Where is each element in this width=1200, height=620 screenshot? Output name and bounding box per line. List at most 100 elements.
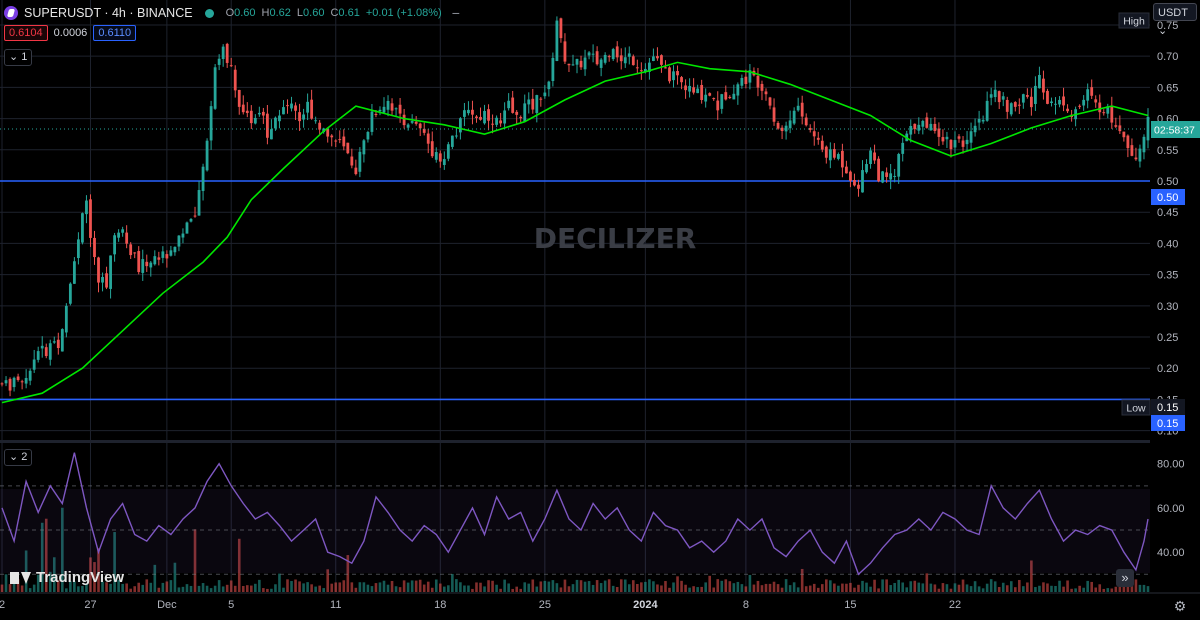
candle-body [48, 343, 52, 360]
volume-bar [447, 585, 450, 592]
pane2-collapse-badge[interactable]: ⌄ 2 [4, 449, 33, 466]
candle-body [623, 57, 627, 64]
candle-body [816, 137, 820, 140]
volume-bar [664, 581, 667, 592]
volume-bar [829, 580, 832, 592]
candle-body [981, 119, 985, 122]
time-tick-label: 15 [844, 599, 856, 611]
candle-body [24, 377, 28, 384]
volume-bar [837, 585, 840, 592]
volume-bar [680, 580, 683, 592]
candle-body [997, 91, 1001, 103]
volume-bar [499, 588, 502, 592]
candle-body [177, 235, 181, 247]
candle-body [225, 43, 229, 63]
candle-body [643, 68, 647, 72]
time-tick-label: 11 [330, 599, 341, 611]
candle-body [1046, 90, 1049, 104]
symbol-title[interactable]: SUPERUSDT · 4h · BINANCE [24, 6, 193, 20]
volume-bar [402, 580, 406, 592]
candle-body [406, 124, 410, 128]
candle-body [619, 55, 623, 62]
sell-price-button[interactable]: 0.6104 [4, 25, 48, 41]
candle-body [635, 67, 639, 69]
volume-bar [865, 582, 868, 592]
pane1-collapse-badge[interactable]: ⌄ 1 [4, 49, 33, 66]
volume-bar [1022, 586, 1025, 592]
price-tick-label: 0.70 [1157, 51, 1178, 63]
volume-bar [137, 582, 141, 592]
candle-body [105, 273, 108, 288]
volume-bar [579, 580, 583, 592]
volume-bar [627, 584, 631, 592]
candle-body [1005, 99, 1009, 112]
candle-body [1042, 78, 1045, 93]
candle-body [1066, 108, 1069, 112]
volume-bar [330, 583, 334, 592]
pane-separator [0, 440, 1150, 443]
volume-bar [237, 538, 241, 592]
candle-body [965, 139, 969, 145]
time-axis[interactable]: 2 27 Dec 5 11 18 25 2024 8 15 22 [0, 592, 1200, 611]
volume-bar [877, 588, 880, 592]
volume-bar [221, 586, 225, 592]
candle-body [338, 139, 342, 141]
candle-body [639, 70, 643, 72]
buy-price-button[interactable]: 0.6110 [93, 25, 137, 41]
volume-bar [97, 548, 100, 592]
volume-bar [676, 576, 679, 592]
candle-body [788, 120, 792, 129]
time-tick-label: 2024 [633, 599, 658, 611]
volume-bar [800, 568, 804, 592]
volume-bar [1110, 588, 1114, 592]
volume-bar [52, 557, 56, 592]
volume-bar [213, 585, 217, 592]
candle-body [374, 113, 378, 115]
candle-body [1106, 106, 1110, 114]
candle-body [909, 125, 913, 135]
price-tick-label: 0.65 [1157, 82, 1178, 94]
volume-bar [491, 580, 494, 592]
candle-body [652, 56, 655, 61]
candle-body [820, 140, 824, 150]
volume-bar [282, 587, 285, 592]
candle-body [869, 150, 872, 165]
candle-body [36, 351, 40, 360]
price-axis[interactable]: 0.100.150.200.250.300.350.400.450.500.55… [1157, 20, 1178, 438]
volume-bar [531, 579, 535, 592]
volume-bar [133, 586, 137, 592]
candle-body [680, 77, 683, 83]
candle-body [422, 128, 426, 133]
collapse-icon[interactable]: − [451, 5, 460, 21]
volume-bar [455, 579, 458, 592]
candle-body [229, 65, 233, 67]
candle-body [173, 246, 177, 253]
volume-bar [310, 584, 313, 592]
candle-body [543, 92, 547, 97]
currency-selector[interactable]: USDT ⌄ [1153, 3, 1197, 37]
volume-bar [688, 587, 691, 592]
candle-body [402, 114, 406, 126]
volume-bar [885, 579, 888, 592]
candle-body [209, 106, 213, 141]
volume-bar [760, 585, 764, 592]
gear-icon[interactable]: ⚙ [1173, 598, 1187, 614]
volume-bar [410, 580, 414, 592]
candle-body [857, 184, 860, 189]
volume-bar [105, 582, 108, 592]
volume-bar [511, 588, 514, 592]
candle-body [56, 339, 60, 349]
candle-body [434, 152, 438, 160]
candle-body [342, 136, 346, 147]
rsi-axis[interactable]: 40.00 60.00 80.00 [1157, 459, 1185, 559]
volume-bar [672, 582, 675, 592]
candle-body [459, 118, 462, 133]
candle-body [499, 120, 503, 124]
volume-bar [390, 580, 394, 592]
volume-bar [825, 579, 828, 592]
volume-bar [901, 582, 905, 592]
time-tick-label: 8 [743, 599, 749, 611]
candle-body [1090, 87, 1094, 96]
scroll-to-latest-button[interactable]: » [1116, 569, 1134, 587]
